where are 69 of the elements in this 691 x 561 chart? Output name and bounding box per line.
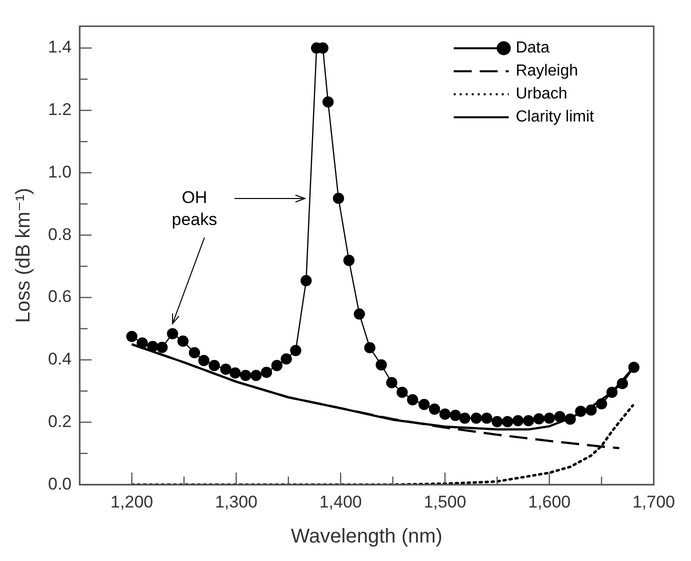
point xyxy=(586,404,597,416)
point xyxy=(300,275,312,286)
point xyxy=(544,412,555,424)
legend-label: Data xyxy=(516,40,550,57)
point xyxy=(188,347,200,358)
point xyxy=(522,415,534,426)
y-tick-label: 0.4 xyxy=(48,350,72,369)
annotation: OH peaks xyxy=(172,188,218,230)
point xyxy=(240,370,252,382)
point xyxy=(596,398,608,410)
x-tick-label: 1,500 xyxy=(424,492,466,512)
point xyxy=(198,354,210,366)
point xyxy=(616,378,628,390)
x-tick-label: 1,400 xyxy=(319,492,362,512)
point xyxy=(450,410,462,421)
point xyxy=(628,362,640,373)
point xyxy=(354,308,365,320)
point xyxy=(428,404,440,415)
point xyxy=(533,413,545,424)
y-tick-label: 0.6 xyxy=(48,287,72,306)
point xyxy=(343,254,355,266)
legend-label: Urbach xyxy=(516,86,568,103)
point xyxy=(396,386,408,398)
point xyxy=(290,344,302,356)
point xyxy=(564,414,576,425)
point xyxy=(332,192,344,204)
x-tick-label: 1,600 xyxy=(528,492,571,512)
point xyxy=(136,337,148,349)
x-axis-title: Wavelength (nm) xyxy=(290,526,442,548)
y-tick-label: 1.0 xyxy=(48,162,72,182)
point xyxy=(364,342,376,354)
point xyxy=(407,394,418,406)
point xyxy=(220,364,232,375)
point xyxy=(386,377,398,388)
point xyxy=(260,366,272,378)
point xyxy=(126,330,138,342)
point xyxy=(575,406,586,417)
point xyxy=(156,342,168,353)
x-tick-label: 1,700 xyxy=(632,492,676,512)
point xyxy=(439,408,451,420)
legend-label: Rayleigh xyxy=(516,62,578,80)
point xyxy=(166,328,178,340)
point xyxy=(492,416,503,428)
point xyxy=(470,412,482,424)
point xyxy=(280,353,292,365)
point xyxy=(208,360,220,372)
point xyxy=(322,96,334,108)
point xyxy=(271,360,283,372)
y-axis-title: Loss (dB km⁻¹) xyxy=(12,188,35,323)
point xyxy=(481,412,492,424)
y-tick-label: 0.2 xyxy=(48,412,72,431)
point xyxy=(250,370,262,382)
legend-label: Clarity limit xyxy=(516,108,595,126)
point xyxy=(512,415,524,426)
y-tick-label: 1.2 xyxy=(48,100,72,120)
y-tick-label: 0.8 xyxy=(48,224,72,244)
point xyxy=(606,386,618,398)
y-tick-label: 0.0 xyxy=(48,474,72,494)
point xyxy=(376,359,387,370)
point xyxy=(418,398,430,410)
point xyxy=(554,411,566,422)
x-tick-label: 1,200 xyxy=(110,492,154,512)
point xyxy=(147,340,158,352)
point xyxy=(502,416,514,428)
x-tick-label: 1,300 xyxy=(214,492,258,512)
point xyxy=(230,367,241,379)
point xyxy=(459,412,470,424)
y-tick-label: 1.4 xyxy=(48,38,72,57)
point xyxy=(177,336,189,347)
